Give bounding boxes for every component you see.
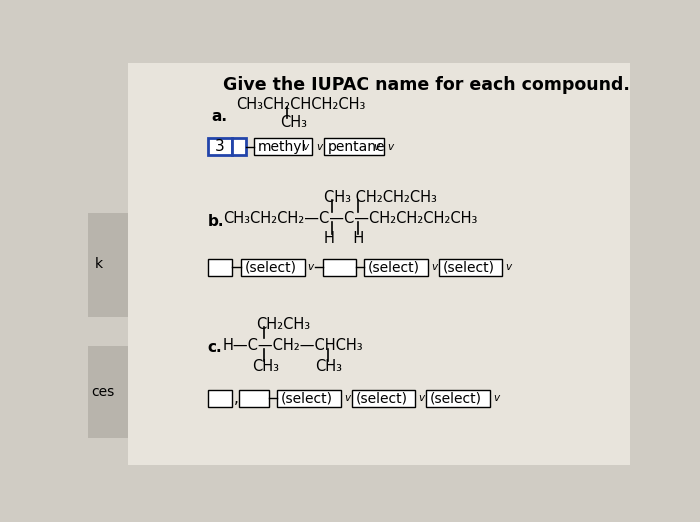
Text: (select): (select) [245, 261, 297, 275]
Bar [232, 138, 246, 155]
Text: a.: a. [211, 109, 228, 124]
Bar [241, 259, 304, 276]
Bar [364, 259, 428, 276]
Text: (select): (select) [430, 392, 482, 406]
Text: (select): (select) [368, 261, 420, 275]
Bar [323, 259, 356, 276]
Text: CH₃ CH₂CH₂CH₃: CH₃ CH₂CH₂CH₃ [324, 189, 437, 205]
Text: methyl: methyl [258, 140, 307, 154]
Bar [352, 390, 415, 407]
Text: H    H: H H [324, 231, 364, 246]
Text: v: v [302, 142, 308, 152]
Text: CH₃: CH₃ [252, 359, 279, 374]
Text: pentane: pentane [328, 140, 385, 154]
Text: Give the IUPAC name for each compound.: Give the IUPAC name for each compound. [223, 77, 630, 94]
Text: 3: 3 [215, 139, 224, 154]
Text: H—C—CH₂—CHCH₃: H—C—CH₂—CHCH₃ [223, 338, 364, 353]
Text: (select): (select) [356, 392, 407, 406]
Text: v: v [493, 394, 499, 404]
Text: b.: b. [208, 213, 224, 229]
Text: v: v [505, 263, 511, 272]
Text: v: v [430, 263, 437, 272]
Bar [208, 138, 232, 155]
Text: CH₃CH₂CHCH₂CH₃: CH₃CH₂CHCH₂CH₃ [237, 97, 365, 112]
Bar [277, 390, 341, 407]
Text: v: v [374, 142, 379, 152]
Bar [208, 259, 232, 276]
Text: ces: ces [92, 385, 115, 399]
Text: CH₃CH₂CH₂—C—C—CH₂CH₂CH₂CH₃: CH₃CH₂CH₂—C—C—CH₂CH₂CH₂CH₃ [223, 211, 477, 226]
Text: v: v [307, 263, 314, 272]
Text: c.: c. [208, 340, 223, 355]
Text: (select): (select) [281, 392, 333, 406]
Text: CH₃: CH₃ [280, 115, 307, 130]
Bar [239, 390, 269, 407]
Bar [426, 390, 490, 407]
Bar [88, 346, 128, 438]
Text: v: v [344, 394, 350, 404]
Text: v: v [419, 394, 424, 404]
Text: (select): (select) [442, 261, 494, 275]
Text: ,: , [234, 391, 239, 406]
Bar [208, 390, 232, 407]
Text: v: v [316, 141, 322, 151]
Bar [254, 138, 312, 155]
Text: CH₂CH₃: CH₂CH₃ [256, 317, 311, 332]
Text: CH₃: CH₃ [315, 359, 342, 374]
Bar [324, 138, 384, 155]
Text: v: v [387, 141, 393, 151]
Bar [88, 213, 128, 317]
Bar [439, 259, 502, 276]
Text: k: k [95, 257, 104, 271]
